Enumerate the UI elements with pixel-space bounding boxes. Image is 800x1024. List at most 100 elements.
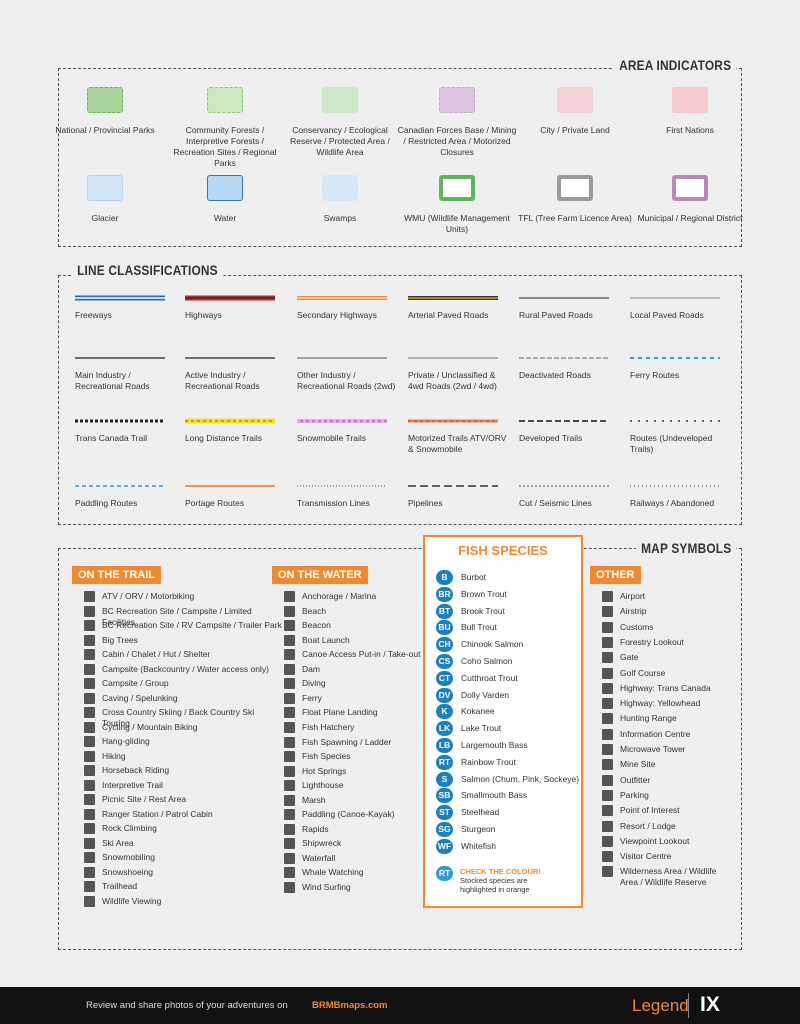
symbol-icon xyxy=(602,805,613,817)
symbol-icon xyxy=(602,759,613,771)
symbol-label: Highway: Yellowhead xyxy=(620,698,701,709)
symbol-icon xyxy=(84,837,95,849)
symbol-icon xyxy=(284,751,295,763)
line-label: Railways / Abandoned xyxy=(630,498,715,508)
symbol-icon xyxy=(84,663,95,675)
fish-name: Smallmouth Bass xyxy=(461,790,528,801)
fish-code: K xyxy=(436,704,453,720)
symbol-icon xyxy=(84,736,95,747)
footer-legend: Legend xyxy=(632,996,689,1015)
area-label: Community Forests / Interpretive Forests… xyxy=(173,125,277,168)
fish-name: Lake Trout xyxy=(461,723,502,734)
fish-name: Dolly Varden xyxy=(461,689,510,700)
symbol-label: Wind Surfing xyxy=(302,882,351,892)
fish-name: Cutthroat Trout xyxy=(461,672,518,683)
symbol-label: Interpretive Trail xyxy=(102,779,163,790)
symbol-label: Hot Springs xyxy=(302,765,347,776)
symbol-icon xyxy=(602,866,613,878)
symbol-label: Fish Spawning / Ladder xyxy=(302,736,392,747)
area-label: Swamps xyxy=(323,213,357,223)
note-title: CHECK THE COLOUR! xyxy=(460,867,541,876)
line-label: Pipelines xyxy=(408,498,443,508)
fish-name: Brook Trout xyxy=(461,605,505,616)
line-label: Routes (Undeveloped Trails) xyxy=(630,433,713,454)
symbol-label: Paddling (Canoe-Kayak) xyxy=(302,809,395,820)
symbol-label: Beach xyxy=(302,605,327,616)
symbol-icon xyxy=(84,794,95,805)
area-label: Conservancy / Ecological Reserve / Prote… xyxy=(290,125,390,157)
symbol-icon xyxy=(284,794,295,806)
line-label: Active Industry / Recreational Roads xyxy=(185,370,260,391)
symbol-label: Parking xyxy=(620,789,649,800)
area-swatch xyxy=(87,87,123,113)
symbol-icon xyxy=(602,820,613,832)
symbol-label: Lighthouse xyxy=(302,780,344,791)
fish-code: WF xyxy=(436,838,453,854)
symbol-icon xyxy=(602,636,613,648)
symbol-icon xyxy=(284,620,295,632)
footer-page: IX xyxy=(700,993,720,1016)
symbol-icon xyxy=(284,721,295,733)
symbol-icon xyxy=(602,698,613,710)
line-label: Motorized Trails ATV/ORV & Snowmobile xyxy=(408,433,507,454)
symbol-icon xyxy=(284,678,295,690)
symbol-icon xyxy=(284,649,295,661)
area-label: WMU (Wildlife Management Units) xyxy=(404,213,510,234)
line-label: Arterial Paved Roads xyxy=(408,310,489,320)
fish-code: SG xyxy=(436,822,453,837)
line-label: Ferry Routes xyxy=(630,370,680,380)
line-label: Local Paved Roads xyxy=(630,310,704,320)
symbol-label: Wilderness Area / Wildlife Area / Wildli… xyxy=(620,866,717,888)
symbol-label: Hiking xyxy=(102,750,126,761)
symbol-label: Airport xyxy=(620,591,646,601)
fish-name: Burbot xyxy=(461,572,487,582)
line-label: Main Industry / Recreational Roads xyxy=(75,370,150,391)
fish-name: Largemouth Bass xyxy=(461,740,528,750)
symbol-icon xyxy=(284,736,295,748)
symbol-icon xyxy=(84,808,95,820)
line-label: Portage Routes xyxy=(185,498,245,508)
area-swatch xyxy=(207,175,243,201)
symbol-icon xyxy=(284,707,295,719)
fish-code: RT xyxy=(436,754,453,770)
symbol-icon xyxy=(84,721,95,733)
symbol-label: Canoe Access Put-in / Take-out xyxy=(302,649,421,660)
symbol-icon xyxy=(84,881,95,892)
note-code: RT xyxy=(436,866,453,881)
symbol-label: Customs xyxy=(620,621,654,632)
symbol-label: Picnic Site / Rest Area xyxy=(102,794,187,804)
symbol-icon xyxy=(284,605,295,617)
area-swatch xyxy=(672,175,708,201)
symbol-label: Diving xyxy=(302,678,326,689)
symbol-label: Fish Hatchery xyxy=(302,721,355,732)
symbol-label: Snowshoeing xyxy=(102,866,154,877)
line-label: Cut / Seismic Lines xyxy=(519,498,592,508)
symbol-icon xyxy=(602,606,613,618)
line-label: Transmission Lines xyxy=(297,498,370,508)
area-label: National / Provincial Parks xyxy=(55,125,155,135)
footer-link[interactable]: BRMBmaps.com xyxy=(312,1000,388,1011)
area-label: Municipal / Regional District xyxy=(637,213,743,223)
note-text: Stocked species are highlighted in orang… xyxy=(460,876,530,894)
symbol-label: Campsite (Backcountry / Water access onl… xyxy=(102,663,269,674)
symbol-label: Microwave Tower xyxy=(620,744,686,754)
symbol-icon xyxy=(84,823,95,834)
symbol-label: Horseback Riding xyxy=(102,765,170,775)
symbol-label: Whale Watching xyxy=(302,867,364,878)
symbol-label: Waterfall xyxy=(302,852,336,863)
area-swatch xyxy=(557,87,593,113)
symbol-icon xyxy=(602,835,613,847)
symbol-label: Information Centre xyxy=(620,728,691,739)
fish-name: Kokanee xyxy=(461,706,495,717)
symbol-icon xyxy=(602,728,613,740)
symbol-label: Cabin / Chalet / Hut / Shelter xyxy=(102,649,211,659)
fish-name: Whitefish xyxy=(461,840,496,851)
symbol-label: Airstrip xyxy=(620,606,647,617)
area-label: Canadian Forces Base / Mining / Restrict… xyxy=(397,125,517,157)
symbol-icon xyxy=(284,852,295,864)
symbol-label: Forestry Lookout xyxy=(620,636,684,647)
symbol-icon xyxy=(284,838,295,850)
fish-code: LB xyxy=(436,738,453,753)
fish-code: B xyxy=(436,570,453,585)
